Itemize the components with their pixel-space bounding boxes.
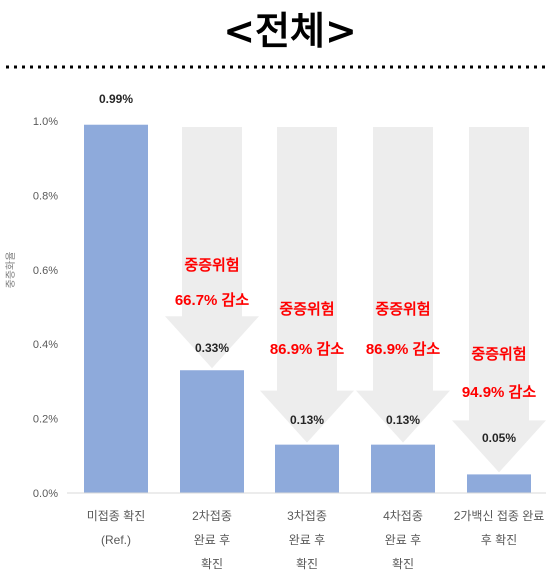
reduction-arrow bbox=[165, 127, 259, 369]
x-tick-label: 완료 후 bbox=[194, 533, 230, 547]
x-tick-label: 3차접종 bbox=[287, 509, 327, 523]
x-tick-label: (Ref.) bbox=[101, 533, 131, 547]
y-tick-label: 1.0% bbox=[33, 116, 58, 128]
data-label: 0.05% bbox=[482, 431, 516, 445]
x-tick-label: 완료 후 bbox=[385, 533, 421, 547]
x-tick-label: 확진 bbox=[201, 557, 223, 571]
y-tick-label: 0.0% bbox=[33, 488, 58, 500]
bar bbox=[180, 370, 244, 493]
y-tick-label: 0.6% bbox=[33, 265, 58, 277]
x-tick-label: 후 확진 bbox=[481, 533, 517, 547]
data-label: 0.13% bbox=[386, 413, 420, 427]
annotation-risk-label: 중증위험 bbox=[184, 257, 239, 274]
y-tick-label: 0.2% bbox=[33, 414, 58, 426]
x-tick-label: 4차접종 bbox=[383, 509, 423, 523]
reduction-arrow bbox=[452, 127, 546, 473]
data-label: 0.99% bbox=[99, 92, 133, 106]
bar bbox=[84, 124, 148, 493]
annotation-risk-label: 중증위험 bbox=[471, 346, 526, 363]
annotation-risk-label: 중증위험 bbox=[279, 301, 334, 318]
data-label: 0.33% bbox=[195, 341, 229, 355]
y-tick-label: 0.4% bbox=[33, 339, 58, 351]
annotation-reduction-label: 94.9% 감소 bbox=[462, 383, 536, 401]
annotation-reduction-label: 86.9% 감소 bbox=[270, 340, 344, 358]
bar bbox=[275, 444, 339, 493]
reduction-arrow bbox=[260, 127, 354, 443]
x-tick-label: 2차접종 bbox=[192, 509, 232, 523]
data-label: 0.13% bbox=[290, 413, 324, 427]
reduction-arrow bbox=[356, 127, 450, 443]
annotation-reduction-label: 86.9% 감소 bbox=[366, 340, 440, 358]
page-title: <전체> bbox=[223, 9, 357, 53]
x-tick-label: 확진 bbox=[296, 557, 318, 571]
x-tick-label: 2가백신 접종 완료 bbox=[454, 509, 545, 523]
bar bbox=[467, 474, 531, 493]
y-tick-label: 0.8% bbox=[33, 190, 58, 202]
y-axis-title: 중증화율 bbox=[5, 252, 17, 289]
annotation-risk-label: 중증위험 bbox=[375, 301, 430, 318]
x-tick-label: 확진 bbox=[392, 557, 414, 571]
annotation-reduction-label: 66.7% 감소 bbox=[175, 291, 249, 309]
x-tick-label: 미접종 확진 bbox=[87, 509, 146, 523]
x-tick-label: 완료 후 bbox=[289, 533, 325, 547]
bar bbox=[371, 444, 435, 493]
